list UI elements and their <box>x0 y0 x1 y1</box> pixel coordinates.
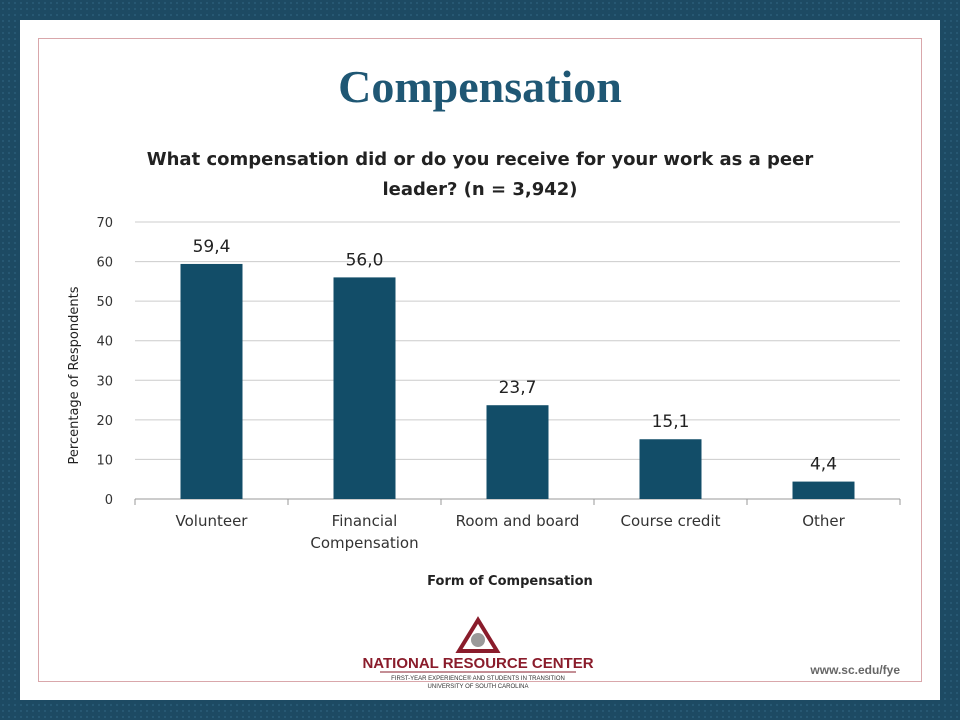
slide: Compensation What compensation did or do… <box>20 20 940 700</box>
data-label: 59,4 <box>193 237 231 257</box>
data-label: 4,4 <box>810 455 837 475</box>
x-axis-categories: Volunteer Financial Compensation Room and b… <box>176 512 846 552</box>
chart-title-line: leader? (n = 3,942) <box>382 179 577 200</box>
bar <box>486 405 549 499</box>
y-tick-label: 40 <box>96 335 113 350</box>
slide-title: Compensation <box>338 61 622 112</box>
logo-tagline: FIRST-YEAR EXPERIENCE® AND STUDENTS IN T… <box>391 675 565 682</box>
y-tick-label: 50 <box>96 295 113 310</box>
circle-logo-icon <box>471 633 485 647</box>
y-tick-label: 70 <box>96 216 113 231</box>
x-category-label: Financial <box>332 512 398 530</box>
x-axis-label: Form of Compensation <box>427 574 593 589</box>
bar <box>792 481 855 499</box>
y-tick-label: 0 <box>105 493 113 508</box>
logo-university: UNIVERSITY OF SOUTH CAROLINA <box>428 684 529 690</box>
logo-name: NATIONAL RESOURCE CENTER <box>362 655 593 672</box>
nrc-logo: NATIONAL RESOURCE CENTER FIRST-YEAR EXPE… <box>362 616 594 690</box>
x-category-label: Volunteer <box>176 512 249 530</box>
data-label: 23,7 <box>499 378 537 398</box>
slide-frame <box>38 38 922 682</box>
x-category-label: Compensation <box>310 534 418 552</box>
y-axis-label: Percentage of Respondents <box>67 286 82 464</box>
bar-chart: What compensation did or do you receive … <box>67 149 901 690</box>
bar <box>180 263 243 499</box>
chart-title: What compensation did or do you receive … <box>147 149 814 200</box>
y-tick-label: 10 <box>96 453 113 468</box>
bars <box>180 263 855 499</box>
y-tick-label: 20 <box>96 414 113 429</box>
y-tick-label: 60 <box>96 256 113 271</box>
data-label: 15,1 <box>652 412 690 432</box>
bar <box>333 277 396 499</box>
x-category-label: Course credit <box>620 512 720 530</box>
x-category-label: Other <box>802 512 845 530</box>
y-tick-label: 30 <box>96 374 113 389</box>
website-url: www.sc.edu/fye <box>809 663 900 677</box>
data-label: 56,0 <box>346 250 384 270</box>
x-category-label: Room and board <box>456 512 580 530</box>
chart-title-line: What compensation did or do you receive … <box>147 149 814 170</box>
bar <box>639 439 702 499</box>
data-labels: 59,4 56,0 23,7 15,1 4,4 <box>193 237 837 475</box>
y-axis-ticks: 0 10 20 30 40 50 60 70 <box>96 216 113 508</box>
triangle-logo-icon <box>455 616 501 653</box>
